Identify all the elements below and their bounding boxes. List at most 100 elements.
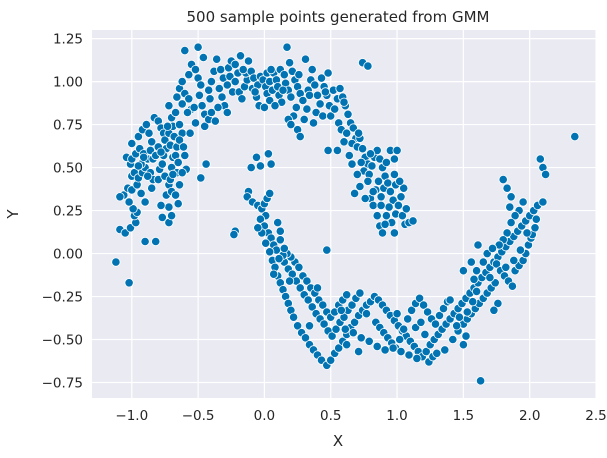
- data-point: [355, 181, 365, 192]
- data-point: [136, 188, 146, 198]
- data-point: [384, 202, 394, 212]
- data-point: [273, 218, 283, 228]
- data-point: [367, 161, 377, 171]
- data-point: [342, 340, 352, 350]
- data-point: [261, 238, 271, 248]
- data-point: [353, 128, 364, 138]
- data-point: [200, 121, 210, 131]
- data-point: [332, 145, 342, 155]
- data-point: [172, 92, 182, 102]
- data-point: [279, 243, 289, 253]
- data-point: [392, 309, 402, 319]
- data-point: [515, 245, 526, 255]
- data-point: [307, 302, 317, 312]
- data-point: [300, 54, 311, 64]
- data-point: [372, 341, 382, 351]
- data-point: [510, 211, 520, 221]
- data-point: [266, 159, 276, 169]
- data-point: [349, 188, 360, 198]
- x-tick-label: −1.0: [115, 408, 148, 424]
- data-point: [251, 152, 262, 162]
- y-axis-ticks: −0.75 −0.50 −0.25 0.00 0.25 0.50 0.75 1.00 1.25: [42, 32, 83, 392]
- data-point: [295, 132, 305, 142]
- data-point: [255, 161, 265, 171]
- data-point: [279, 70, 289, 80]
- data-point: [193, 42, 203, 52]
- data-point: [458, 266, 468, 276]
- data-point: [167, 211, 177, 221]
- data-point: [343, 109, 353, 119]
- data-point: [380, 219, 390, 229]
- data-point: [302, 104, 312, 114]
- x-tick-label: 1.0: [386, 408, 407, 424]
- data-point: [173, 157, 183, 167]
- data-point: [478, 257, 488, 267]
- data-point: [322, 245, 332, 255]
- data-point: [399, 183, 409, 193]
- data-point: [222, 80, 232, 90]
- data-point: [535, 154, 545, 164]
- x-tick-label: 2.5: [585, 408, 606, 424]
- data-point: [335, 83, 345, 94]
- data-point: [389, 228, 399, 238]
- data-point: [361, 309, 372, 319]
- data-point: [164, 101, 174, 111]
- data-point: [128, 204, 138, 214]
- data-point: [352, 169, 362, 179]
- data-point: [275, 226, 285, 236]
- data-point: [163, 121, 173, 131]
- data-point: [111, 257, 121, 267]
- x-tick-label: 0.5: [320, 408, 341, 424]
- data-point: [448, 334, 458, 345]
- data-point: [274, 254, 284, 264]
- data-point: [420, 329, 430, 339]
- data-point: [507, 281, 518, 291]
- data-point: [353, 346, 364, 357]
- data-point: [284, 276, 295, 286]
- data-point: [266, 65, 276, 75]
- data-point: [284, 58, 295, 68]
- data-point: [315, 99, 325, 109]
- data-point: [355, 288, 365, 298]
- data-point: [323, 145, 333, 155]
- data-point: [291, 102, 301, 113]
- data-point: [144, 128, 154, 138]
- chart-title: 500 sample points generated from GMM: [187, 8, 490, 26]
- data-point: [173, 199, 183, 209]
- data-point: [491, 259, 502, 269]
- data-point: [340, 324, 350, 334]
- data-point: [434, 310, 445, 321]
- data-point: [177, 168, 187, 178]
- y-tick-label: −0.50: [42, 333, 83, 349]
- data-point: [505, 202, 515, 212]
- data-point: [342, 290, 352, 300]
- data-point: [299, 114, 309, 125]
- data-point: [381, 211, 391, 221]
- data-point: [214, 83, 224, 94]
- data-point: [347, 159, 357, 169]
- data-point: [196, 173, 206, 183]
- data-point: [184, 94, 194, 104]
- data-point: [237, 94, 247, 104]
- data-point: [156, 147, 166, 157]
- data-point: [440, 345, 450, 355]
- data-point: [292, 321, 303, 331]
- data-point: [487, 243, 498, 253]
- data-point: [147, 183, 157, 193]
- data-point: [307, 65, 317, 75]
- data-point: [489, 305, 499, 315]
- data-point: [143, 171, 153, 181]
- x-tick-label: 2.0: [519, 408, 540, 424]
- data-point: [348, 328, 358, 338]
- data-point: [356, 157, 366, 167]
- data-point: [275, 235, 285, 245]
- data-point: [522, 228, 532, 238]
- data-point: [364, 336, 374, 346]
- data-point: [133, 132, 143, 142]
- data-point: [406, 305, 417, 315]
- data-point: [294, 262, 304, 272]
- x-axis-ticks: −1.0 −0.5 0.0 0.5 1.0 1.5 2.0 2.5: [115, 408, 606, 424]
- data-point: [471, 286, 482, 296]
- data-point: [392, 145, 402, 155]
